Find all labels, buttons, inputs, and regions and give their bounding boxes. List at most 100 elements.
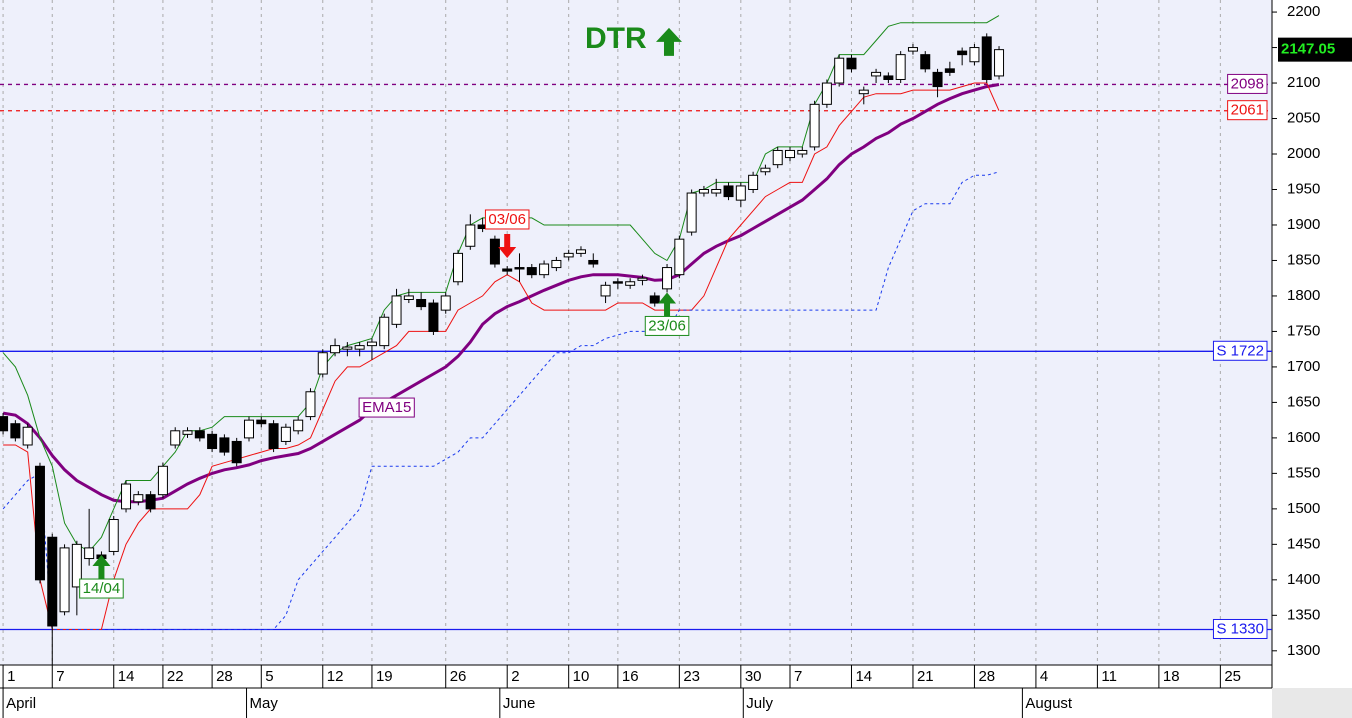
candle-body bbox=[280, 426, 291, 442]
annotation-label: 23/06 bbox=[648, 317, 686, 334]
level-label-box bbox=[1212, 340, 1268, 361]
level-label-box bbox=[1212, 618, 1268, 639]
y-tick-label: 1700 bbox=[1287, 358, 1320, 375]
candle-body bbox=[662, 267, 673, 290]
candle-body bbox=[502, 268, 513, 272]
annotation-arrow bbox=[658, 292, 677, 317]
candle-body bbox=[575, 249, 586, 254]
x-tick-label: 11 bbox=[1101, 668, 1117, 685]
candle-body bbox=[846, 57, 857, 70]
candle-body bbox=[735, 185, 746, 201]
overlay-line bbox=[2, 171, 1000, 630]
candle-body bbox=[428, 302, 439, 332]
y-tick-label: 1750 bbox=[1287, 322, 1320, 339]
candle-body bbox=[883, 75, 894, 80]
candle-body bbox=[588, 259, 599, 265]
candle-body bbox=[821, 82, 832, 105]
candle-body bbox=[133, 494, 144, 503]
candle-body bbox=[256, 419, 267, 425]
candle-body bbox=[170, 430, 181, 446]
candle-body bbox=[59, 547, 70, 613]
title-arrow bbox=[655, 27, 682, 56]
x-tick-label: 28 bbox=[216, 668, 233, 685]
candle-body bbox=[920, 54, 931, 70]
y-tick-label: 1350 bbox=[1287, 606, 1320, 623]
month-label: April bbox=[6, 695, 36, 712]
y-tick-label: 1300 bbox=[1287, 642, 1320, 659]
x-tick-label: 7 bbox=[794, 668, 802, 685]
x-tick-label: 23 bbox=[683, 668, 700, 685]
candle-body bbox=[465, 224, 476, 247]
candle-body bbox=[391, 295, 402, 325]
plot-area bbox=[0, 0, 1272, 665]
candle-body bbox=[0, 416, 9, 432]
x-tick-label: 12 bbox=[327, 668, 344, 685]
candle-body bbox=[637, 277, 648, 281]
level-label: S 1722 bbox=[1216, 342, 1264, 359]
y-tick-label: 2200 bbox=[1287, 3, 1320, 20]
level-label-box bbox=[1227, 73, 1268, 94]
x-tick-label: 22 bbox=[167, 668, 184, 685]
candle-body bbox=[526, 267, 537, 276]
candle-body bbox=[944, 68, 955, 73]
overlay-line bbox=[3, 82, 1000, 630]
annotation-arrow bbox=[92, 555, 111, 580]
candle-body bbox=[834, 57, 845, 84]
candle-body bbox=[121, 483, 132, 510]
annotation-label: 03/06 bbox=[488, 211, 526, 228]
x-tick-label: 16 bbox=[622, 668, 639, 685]
candle-body bbox=[932, 71, 943, 88]
candle-body bbox=[108, 519, 119, 552]
x-tick-label: 30 bbox=[745, 668, 762, 685]
candle-body bbox=[194, 430, 205, 439]
candle-body bbox=[366, 341, 377, 347]
level-label: S 1330 bbox=[1216, 620, 1264, 637]
candle-body bbox=[809, 103, 820, 148]
candle-body bbox=[858, 89, 869, 95]
x-tick-label: 10 bbox=[573, 668, 590, 685]
annotation-label-box bbox=[484, 209, 530, 230]
candle-body bbox=[772, 149, 783, 166]
candle-body bbox=[243, 419, 254, 439]
x-tick-label: 1 bbox=[7, 668, 15, 685]
candle-body bbox=[317, 352, 328, 375]
annotation-label-box bbox=[358, 397, 415, 418]
y-tick-label: 1400 bbox=[1287, 571, 1320, 588]
x-tick-label: 18 bbox=[1163, 668, 1180, 685]
candle-body bbox=[71, 543, 82, 588]
candle-body bbox=[612, 281, 623, 284]
level-label-box bbox=[1227, 100, 1268, 121]
y-tick-label: 1900 bbox=[1287, 216, 1320, 233]
candle-body bbox=[10, 423, 21, 439]
overlay-line bbox=[2, 83, 1000, 504]
annotation-arrow bbox=[498, 234, 517, 259]
candle-body bbox=[969, 47, 980, 63]
annotation-label: EMA15 bbox=[362, 399, 411, 416]
x-tick-label: 14 bbox=[855, 668, 872, 685]
level-label: 2098 bbox=[1231, 75, 1264, 92]
candle-body bbox=[907, 47, 918, 52]
candle-body bbox=[403, 295, 414, 300]
corner bbox=[1272, 688, 1352, 718]
month-label: July bbox=[746, 695, 773, 712]
labels: 2098 2061 S 1722 S 1330 14/04 03/06 23/06 EMA15 bbox=[79, 73, 1268, 639]
candle-body bbox=[268, 423, 279, 450]
last-price-label: 2147.05 bbox=[1281, 41, 1335, 58]
candle-body bbox=[674, 238, 685, 276]
candle-body bbox=[957, 50, 968, 56]
x-tick-label: 7 bbox=[56, 668, 64, 685]
x-tick-label: 28 bbox=[978, 668, 995, 685]
candle-body bbox=[34, 465, 45, 581]
candle-body bbox=[157, 465, 168, 496]
candle-body bbox=[723, 185, 734, 198]
y-tick-label: 1800 bbox=[1287, 287, 1320, 304]
x-tick-label: 25 bbox=[1224, 668, 1241, 685]
level-label: 2061 bbox=[1231, 102, 1264, 119]
candle-body bbox=[563, 252, 574, 258]
candle-body bbox=[47, 536, 58, 627]
y-tick-label: 1550 bbox=[1287, 464, 1320, 481]
y-tick-label: 1850 bbox=[1287, 251, 1320, 268]
y-tick-label: 1600 bbox=[1287, 429, 1320, 446]
candle-body bbox=[207, 433, 218, 450]
candle-body bbox=[649, 295, 660, 304]
